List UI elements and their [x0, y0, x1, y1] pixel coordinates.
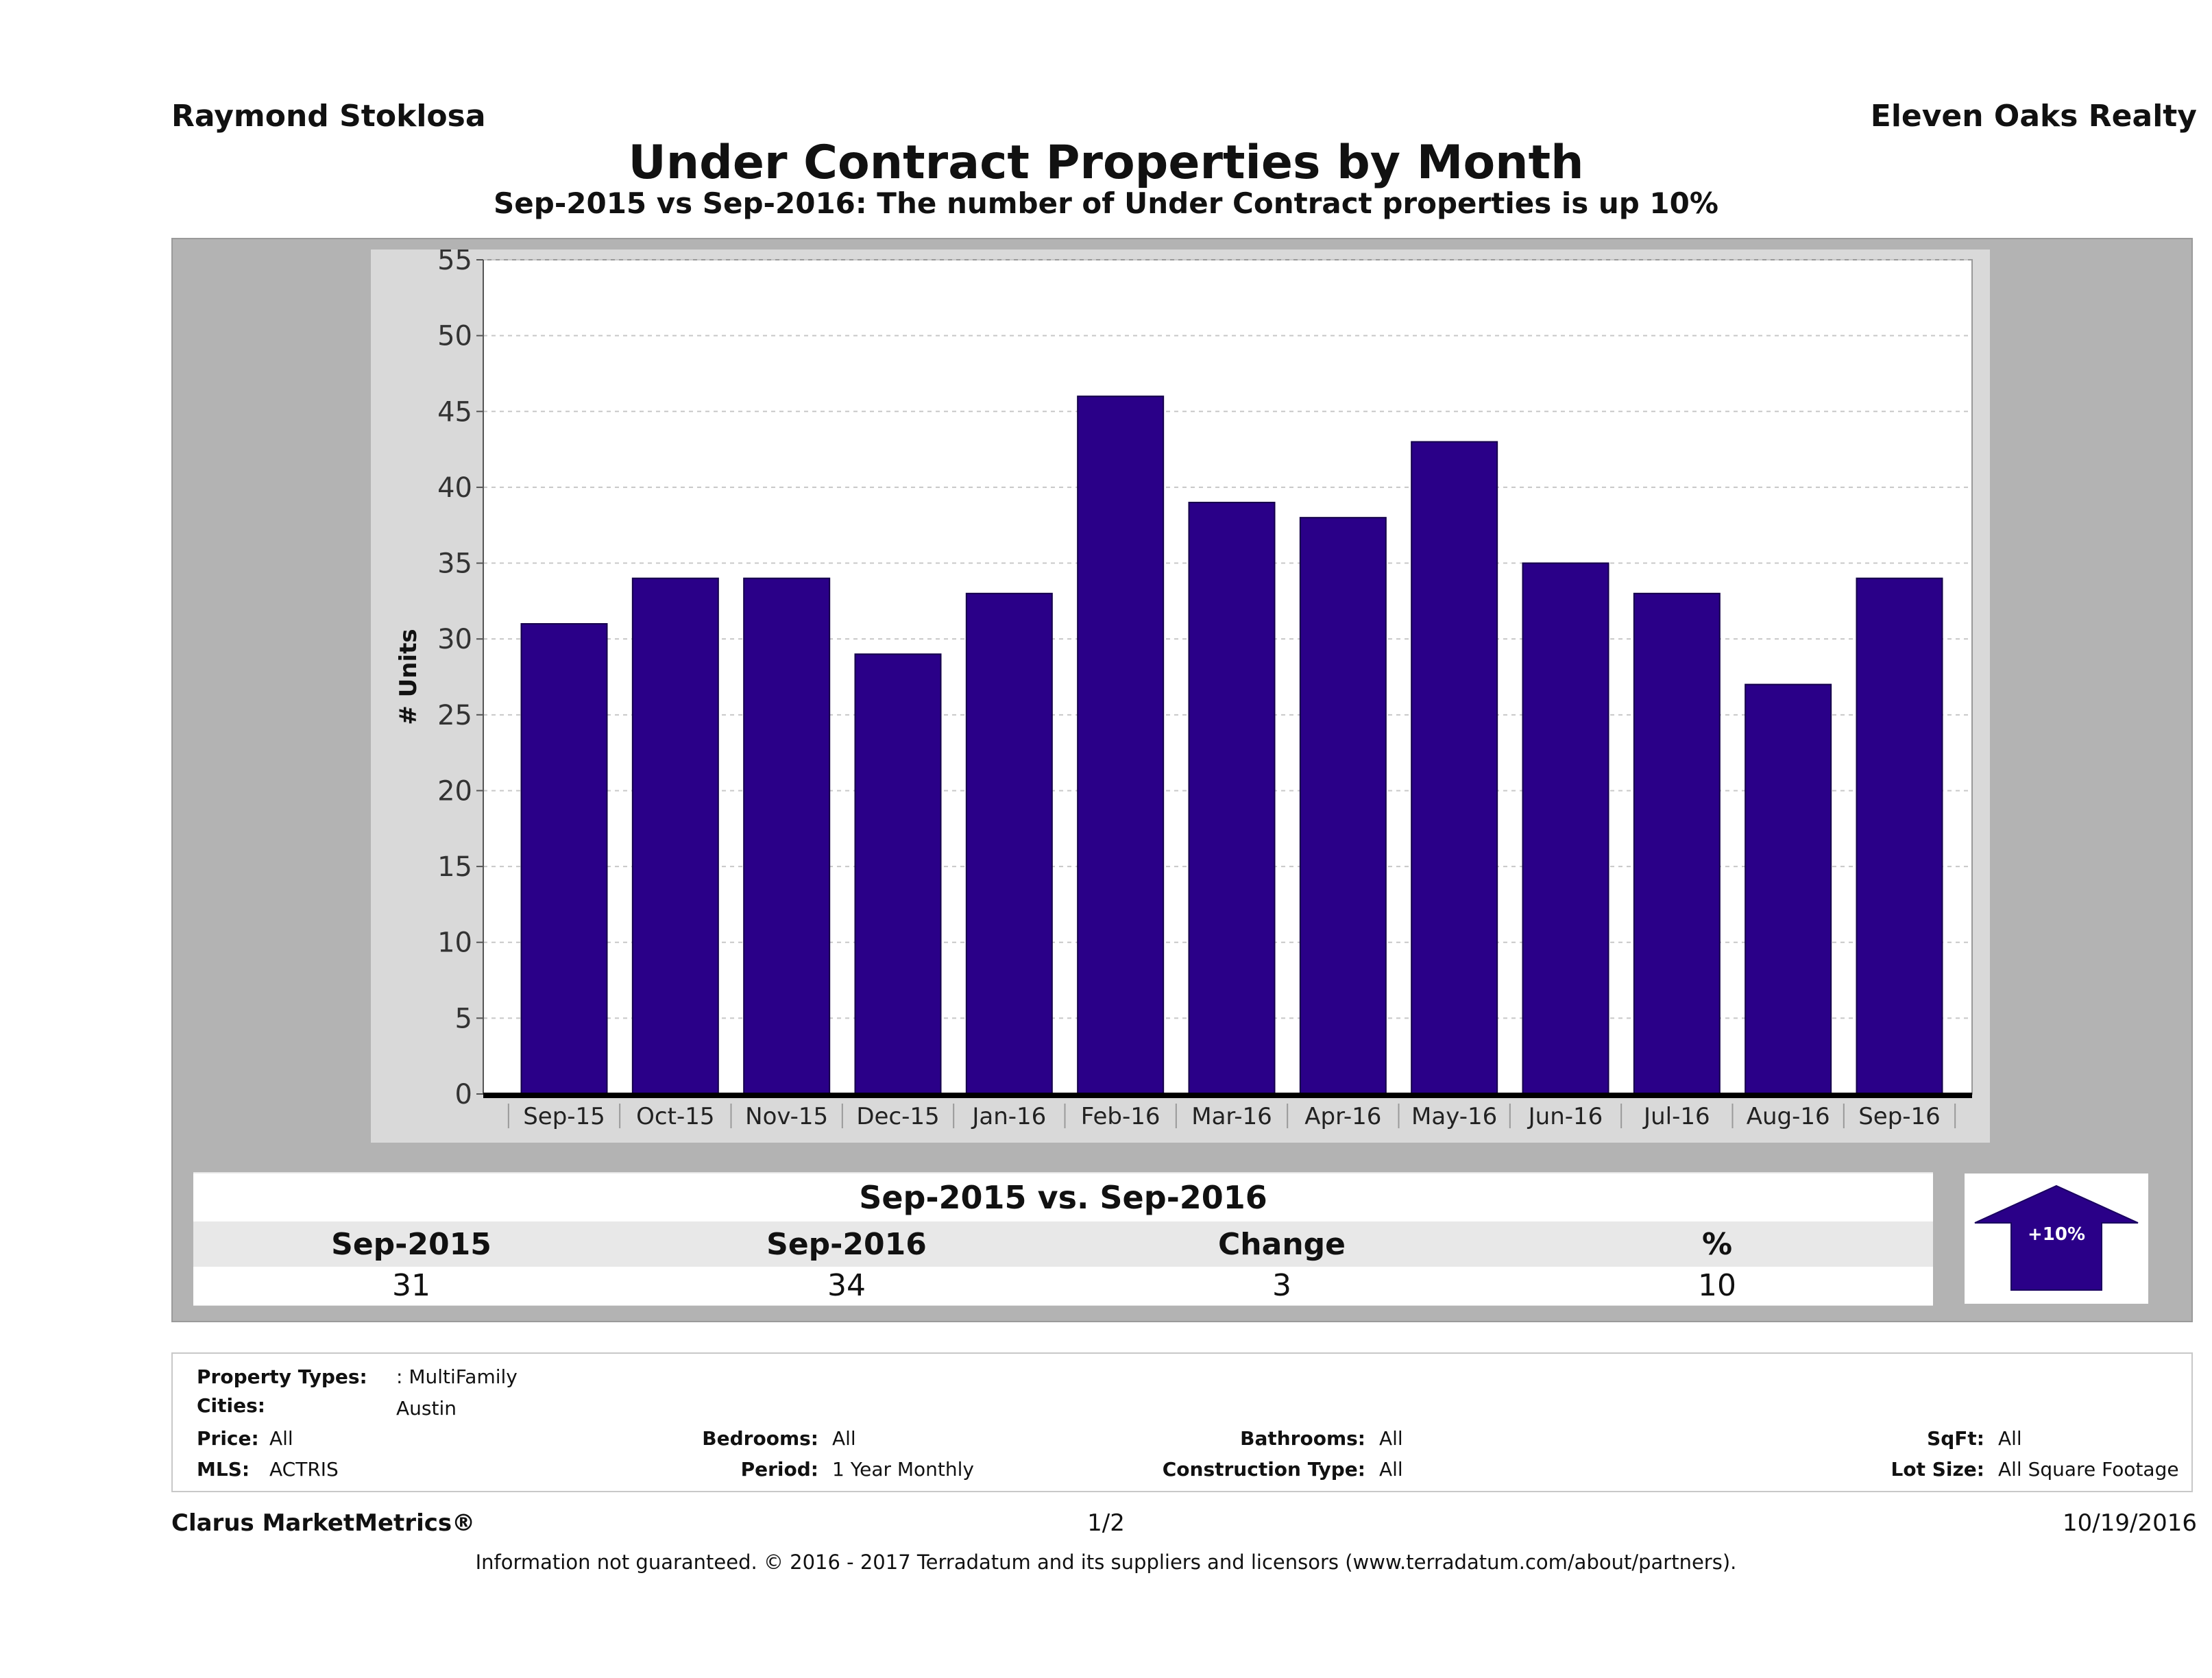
comparison-value-row	[193, 1267, 1933, 1305]
construction-type-label: Construction Type:	[1162, 1458, 1365, 1481]
trend-badge-box	[1965, 1174, 2148, 1304]
report-subtitle: Sep-2015 vs Sep-2016: The number of Unde…	[494, 186, 1718, 220]
filters-box	[171, 1352, 2193, 1492]
trend-badge-label: +10%	[2027, 1224, 2086, 1245]
x-tick-label: Jan-16	[971, 1103, 1046, 1130]
footer-disclaimer: Information not guaranteed. © 2016 - 201…	[475, 1551, 1737, 1574]
sqft-value: All	[1998, 1427, 2022, 1450]
x-tick-label: Sep-16	[1858, 1103, 1941, 1130]
bedrooms-value: All	[832, 1427, 856, 1450]
y-tick-label: 40	[437, 472, 472, 504]
bedrooms-label: Bedrooms:	[702, 1427, 818, 1450]
y-tick-label: 15	[437, 851, 472, 883]
comparison-header-end: Sep-2016	[766, 1227, 927, 1262]
construction-type-value: All	[1379, 1458, 1403, 1481]
y-tick-label: 35	[437, 548, 472, 580]
x-tick-label: May-16	[1411, 1103, 1497, 1130]
bar	[520, 623, 608, 1095]
y-tick-label: 50	[437, 321, 472, 352]
bar	[1745, 683, 1832, 1095]
footer-page-number: 1/2	[1087, 1509, 1125, 1537]
bar	[743, 577, 831, 1095]
period-label: Period:	[740, 1458, 818, 1481]
y-tick-label: 0	[455, 1079, 472, 1110]
y-axis-title: # Units	[395, 629, 422, 725]
footer-brand: Clarus MarketMetrics®	[171, 1509, 476, 1537]
x-tick-label: Aug-16	[1747, 1103, 1830, 1130]
cities-label: Cities:	[197, 1394, 265, 1417]
comparison-value-start: 31	[392, 1268, 430, 1303]
bathrooms-value: All	[1379, 1427, 1403, 1450]
bar	[854, 653, 942, 1095]
comparison-value-change: 3	[1272, 1268, 1291, 1303]
x-tick-label: Mar-16	[1191, 1103, 1272, 1130]
up-arrow-icon	[1974, 1184, 2139, 1291]
price-label: Price:	[197, 1427, 259, 1450]
bar	[1522, 562, 1609, 1095]
comparison-title: Sep-2015 vs. Sep-2016	[193, 1174, 1933, 1221]
x-tick-label: Nov-15	[745, 1103, 828, 1130]
comparison-header-change: Change	[1218, 1227, 1346, 1262]
x-tick-label: Dec-15	[856, 1103, 939, 1130]
period-value: 1 Year Monthly	[832, 1458, 975, 1481]
x-tick-label: Oct-15	[636, 1103, 714, 1130]
x-tick-label: Feb-16	[1081, 1103, 1160, 1130]
mls-label: MLS:	[197, 1458, 250, 1481]
bar	[1077, 396, 1165, 1095]
y-tick-label: 5	[455, 1003, 472, 1034]
chart-panel: 0 5 10 15 20 25 30 35 40 45 50 55 # Units Sep-15 Oct-1…	[371, 250, 1990, 1143]
y-tick-label: 20	[437, 775, 472, 807]
x-tick-label: Jun-16	[1527, 1103, 1603, 1130]
property-types-label: Property Types:	[197, 1365, 367, 1388]
report-title: Under Contract Properties by Month	[628, 136, 1584, 190]
property-types-value: : MultiFamily	[396, 1365, 518, 1388]
bar	[1411, 441, 1498, 1095]
bar	[1856, 577, 1943, 1095]
comparison-header-percent: %	[1701, 1227, 1733, 1262]
bathrooms-label: Bathrooms:	[1240, 1427, 1365, 1450]
bar	[631, 577, 719, 1095]
x-tick-label: Sep-15	[523, 1103, 605, 1130]
bar	[1633, 592, 1721, 1095]
x-tick-label: Jul-16	[1642, 1103, 1710, 1130]
comparison-value-end: 34	[827, 1268, 866, 1303]
y-tick-label: 45	[437, 396, 472, 428]
agent-name: Raymond Stoklosa	[171, 99, 486, 134]
price-value: All	[269, 1427, 293, 1450]
y-tick-label: 25	[437, 700, 472, 731]
lot-size-label: Lot Size:	[1891, 1458, 1984, 1481]
cities-value: Austin	[396, 1397, 457, 1420]
lot-size-value: All Square Footage	[1998, 1458, 2179, 1481]
company-name: Eleven Oaks Realty	[1870, 99, 2197, 134]
footer-date: 10/19/2016	[2063, 1509, 2197, 1537]
comparison-value-percent: 10	[1698, 1268, 1736, 1303]
y-tick-label: 55	[437, 250, 472, 276]
x-tick-label: Apr-16	[1304, 1103, 1381, 1130]
mls-value: ACTRIS	[269, 1458, 339, 1481]
bar	[1299, 517, 1387, 1095]
sqft-label: SqFt:	[1927, 1427, 1984, 1450]
bar	[1188, 502, 1276, 1095]
y-tick-label: 10	[437, 927, 472, 959]
y-tick-label: 30	[437, 624, 472, 655]
bar	[965, 592, 1053, 1095]
bar-chart: 0 5 10 15 20 25 30 35 40 45 50 55 # Units Sep-15 Oct-1…	[395, 250, 1973, 1130]
comparison-header-start: Sep-2015	[331, 1227, 491, 1262]
